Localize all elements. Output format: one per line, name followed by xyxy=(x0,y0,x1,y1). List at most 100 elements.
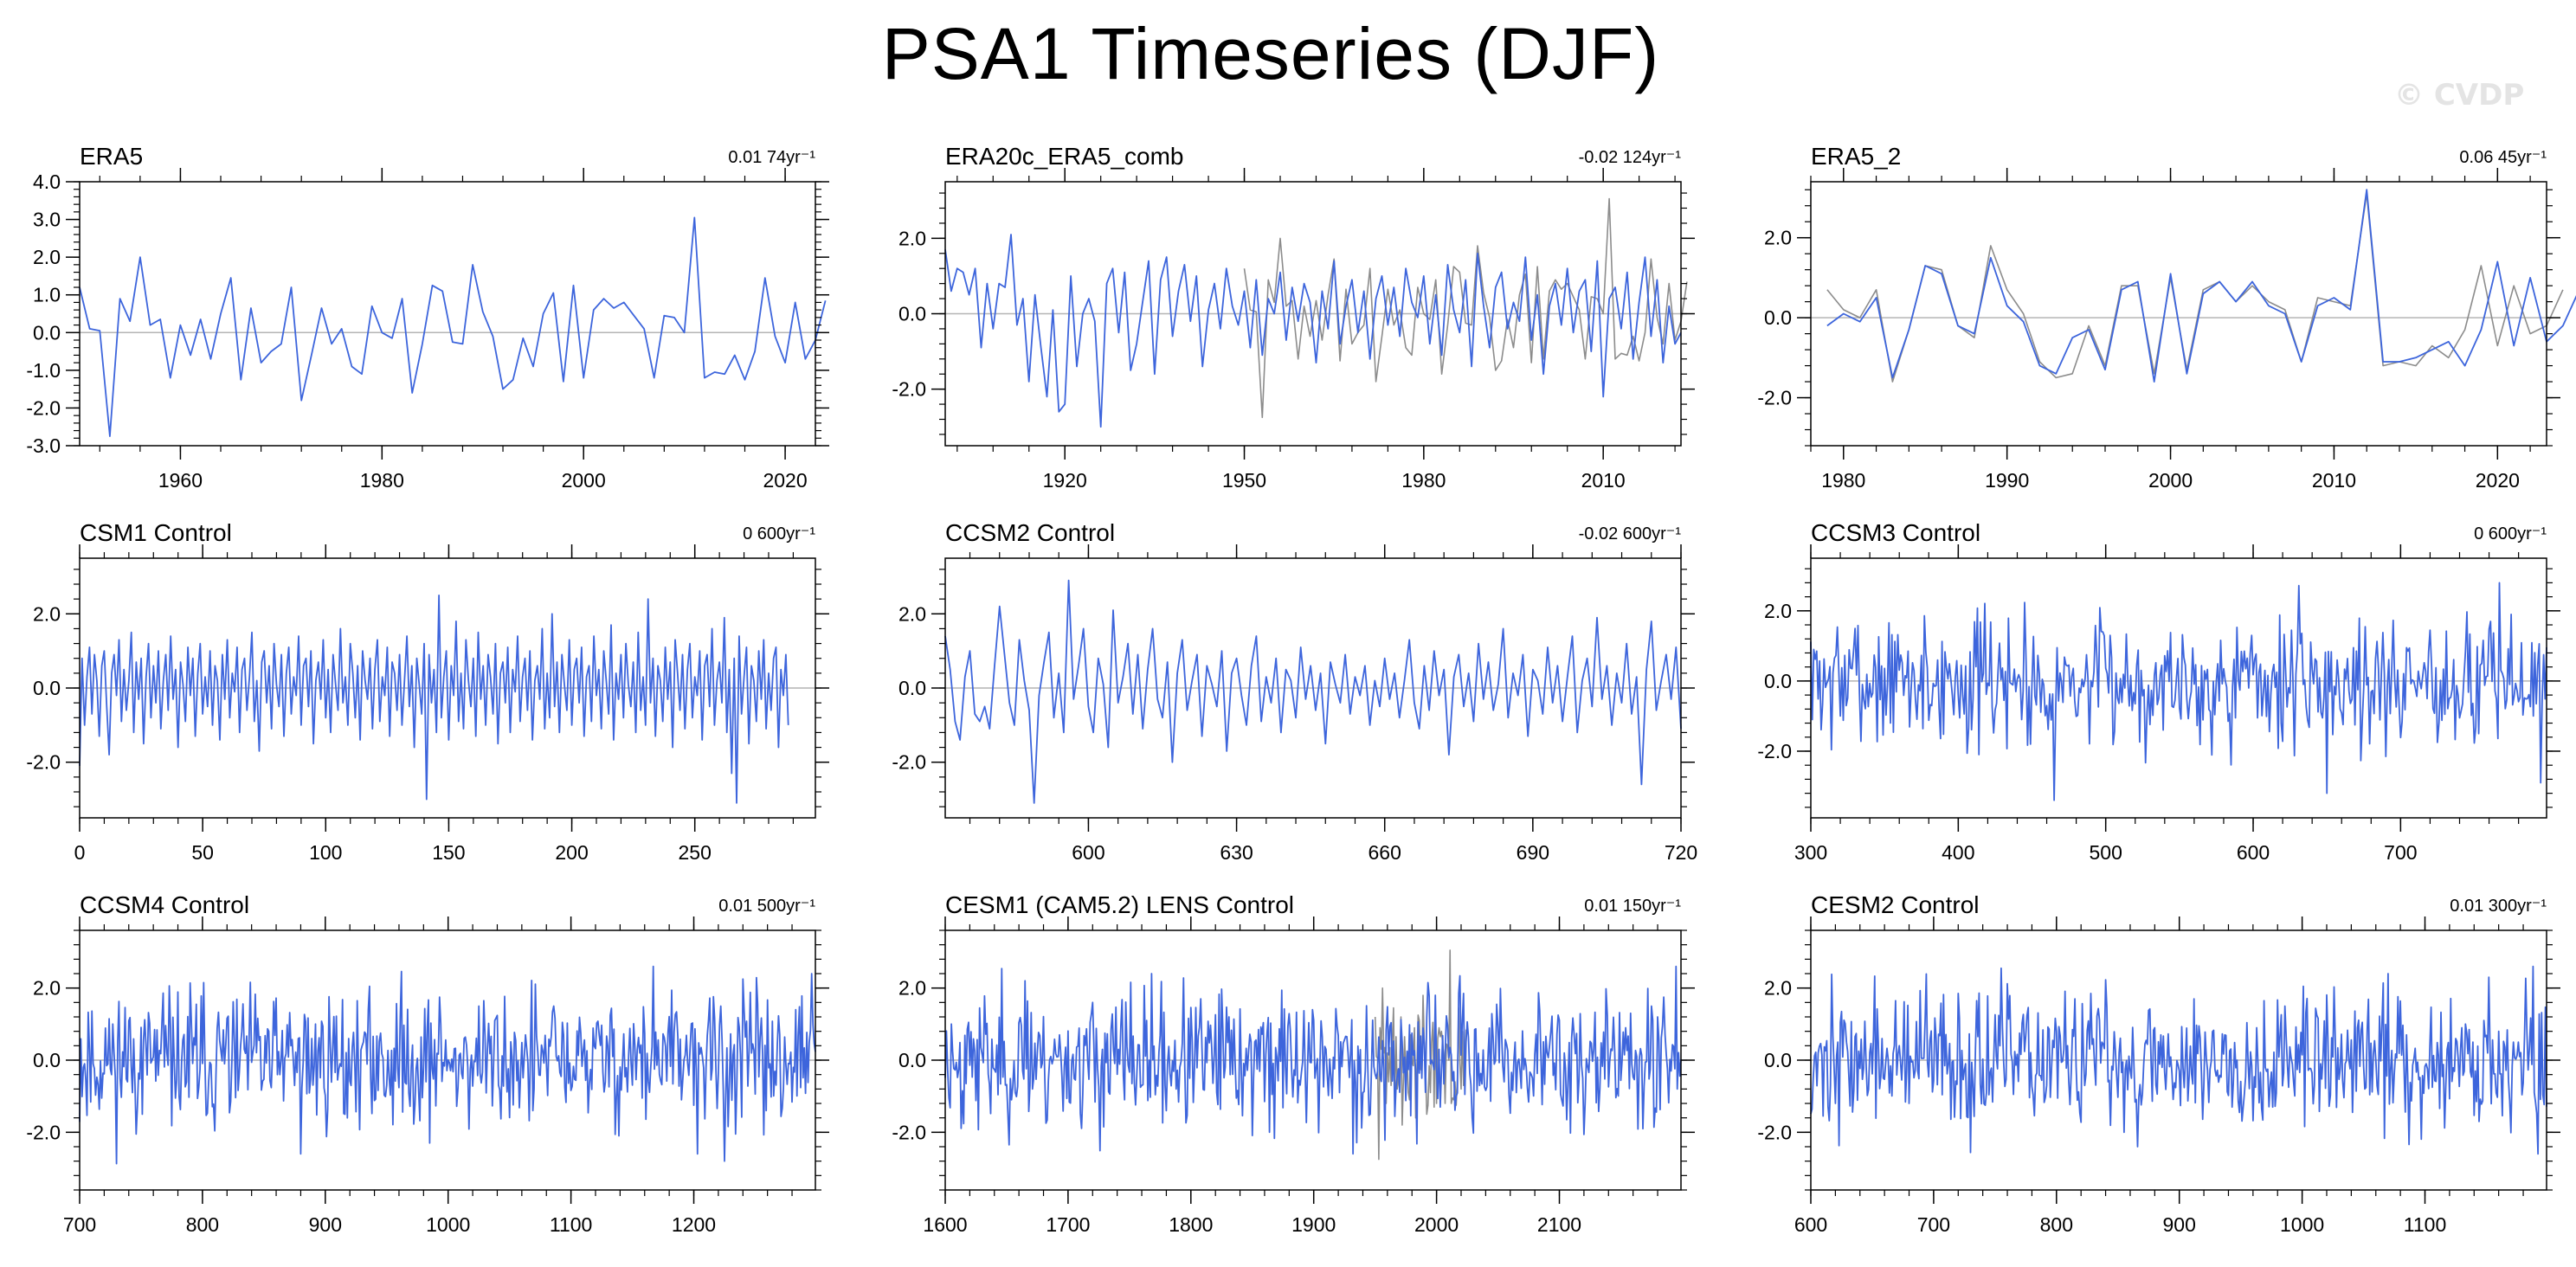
x-tick-label: 2010 xyxy=(1581,469,1626,492)
y-tick-label: 2.0 xyxy=(1764,600,1792,622)
chart-7: CESM1 (CAM5.2) LENS Control 0.01 150yr⁻¹ -… xyxy=(892,891,1695,1236)
chart-title: CESM1 (CAM5.2) LENS Control xyxy=(945,891,1294,918)
y-tick-label: 0.0 xyxy=(1764,670,1792,692)
x-tick-label: 600 xyxy=(2237,841,2270,864)
chart-trend: 0.06 45yr⁻¹ xyxy=(2459,148,2547,167)
x-tick-label: 100 xyxy=(309,841,342,864)
chart-6: CCSM4 Control 0.01 500yr⁻¹ -2.0 0.0 2.0 700 80… xyxy=(26,891,829,1236)
x-tick-label: 1800 xyxy=(1169,1213,1213,1236)
chart-4: CCSM2 Control -0.02 600yr⁻¹ -2.0 0.0 2.0 600 6… xyxy=(892,519,1697,864)
x-tick-label: 1600 xyxy=(923,1213,967,1236)
y-tick-label: 0.0 xyxy=(898,677,926,699)
x-tick-label: 600 xyxy=(1794,1213,1827,1236)
x-tick-label: 1000 xyxy=(426,1213,470,1236)
x-tick-label: 800 xyxy=(186,1213,219,1236)
y-tick-label: -3.0 xyxy=(26,434,61,457)
x-tick-label: 2100 xyxy=(1537,1213,1581,1236)
chart-title: ERA5_2 xyxy=(1811,143,1901,170)
x-tick-label: 1950 xyxy=(1222,469,1266,492)
y-tick-label: 3.0 xyxy=(33,209,61,231)
x-tick-label: 720 xyxy=(1665,841,1697,864)
y-tick-label: -2.0 xyxy=(26,751,61,774)
series-line-1 xyxy=(944,234,1682,428)
x-tick-label: 250 xyxy=(679,841,712,864)
chart-title: CESM2 Control xyxy=(1811,891,1980,918)
series-line-0 xyxy=(1810,582,2547,801)
x-tick-label: 2020 xyxy=(763,469,807,492)
x-tick-label: 800 xyxy=(2040,1213,2073,1236)
y-tick-label: -2.0 xyxy=(1757,740,1792,762)
chart-title: ERA5 xyxy=(80,143,143,170)
y-tick-label: 2.0 xyxy=(898,227,926,249)
chart-title: CCSM3 Control xyxy=(1811,519,1980,546)
y-tick-label: -2.0 xyxy=(26,1121,61,1143)
page-title: PSA1 Timeseries (DJF) xyxy=(881,13,1660,94)
series-line-0 xyxy=(79,595,789,804)
x-tick-label: 700 xyxy=(2384,841,2417,864)
chart-trend: 0.01 300yr⁻¹ xyxy=(2450,897,2547,916)
x-tick-label: 1980 xyxy=(1821,469,1865,492)
y-tick-label: 1.0 xyxy=(33,284,61,306)
x-tick-label: 1960 xyxy=(158,469,203,492)
x-tick-label: 1990 xyxy=(1985,469,2029,492)
chart-trend: 0.01 500yr⁻¹ xyxy=(718,897,815,916)
x-tick-label: 600 xyxy=(1072,841,1104,864)
plot-frame xyxy=(1810,557,2547,819)
y-tick-label: 0.0 xyxy=(898,1049,926,1071)
y-tick-label: 2.0 xyxy=(1764,977,1792,1000)
plot-frame xyxy=(1810,181,2547,447)
x-tick-label: 2000 xyxy=(1414,1213,1459,1236)
x-tick-label: 500 xyxy=(2089,841,2122,864)
y-tick-label: 0.0 xyxy=(1764,306,1792,329)
y-tick-label: 2.0 xyxy=(898,977,926,1000)
x-tick-label: 900 xyxy=(2163,1213,2196,1236)
y-tick-label: -2.0 xyxy=(892,751,926,774)
x-tick-label: 400 xyxy=(1942,841,1974,864)
y-tick-label: -2.0 xyxy=(1757,1121,1792,1143)
chart-0: ERA5 0.01 74yr⁻¹ -3.0 -2.0 -1.0 0.0 1.0 2.0 3.0 4… xyxy=(26,143,829,492)
chart-trend: -0.02 600yr⁻¹ xyxy=(1579,524,1682,543)
chart-trend: 0.01 150yr⁻¹ xyxy=(1584,897,1681,916)
chart-8: CESM2 Control 0.01 300yr⁻¹ -2.0 0.0 2.0 600 70… xyxy=(1757,891,2560,1236)
x-tick-label: 900 xyxy=(309,1213,342,1236)
x-tick-label: 1200 xyxy=(672,1213,716,1236)
y-tick-label: -1.0 xyxy=(26,359,61,382)
x-tick-label: 700 xyxy=(63,1213,96,1236)
y-tick-label: 0.0 xyxy=(33,677,61,699)
x-tick-label: 2000 xyxy=(562,469,606,492)
series-line-1 xyxy=(1826,189,2576,383)
x-tick-label: 1980 xyxy=(1401,469,1446,492)
series-line-0 xyxy=(1810,965,2547,1155)
y-tick-label: 2.0 xyxy=(1764,227,1792,249)
series-line-0 xyxy=(944,579,1682,804)
x-tick-label: 2010 xyxy=(2312,469,2356,492)
x-tick-label: 1100 xyxy=(550,1213,592,1236)
chart-trend: 0 600yr⁻¹ xyxy=(2474,524,2547,543)
series-line-0 xyxy=(1243,197,1688,419)
x-tick-label: 630 xyxy=(1220,841,1253,864)
chart-3: CSM1 Control 0 600yr⁻¹ -2.0 0.0 2.0 0 50 100 150… xyxy=(26,519,829,864)
chart-title: CCSM2 Control xyxy=(945,519,1115,546)
x-tick-label: 1920 xyxy=(1043,469,1087,492)
y-tick-label: 4.0 xyxy=(33,170,61,193)
series-line-0 xyxy=(79,965,816,1165)
x-tick-label: 1700 xyxy=(1046,1213,1090,1236)
x-tick-label: 1100 xyxy=(2404,1213,2446,1236)
y-tick-label: 2.0 xyxy=(33,602,61,625)
chart-trend: 0.01 74yr⁻¹ xyxy=(728,148,815,167)
x-tick-label: 300 xyxy=(1794,841,1827,864)
x-tick-label: 1980 xyxy=(360,469,404,492)
x-tick-label: 690 xyxy=(1517,841,1549,864)
x-tick-label: 660 xyxy=(1368,841,1401,864)
x-tick-label: 1000 xyxy=(2280,1213,2324,1236)
chart-2: ERA5_2 0.06 45yr⁻¹ -2.0 0.0 2.0 1980 1990 2000 2… xyxy=(1757,143,2576,492)
y-tick-label: 2.0 xyxy=(33,977,61,1000)
chart-1: ERA20c_ERA5_comb -0.02 124yr⁻¹ -2.0 0.0 2.0 1… xyxy=(892,143,1695,492)
x-tick-label: 200 xyxy=(555,841,588,864)
y-tick-label: -2.0 xyxy=(26,396,61,419)
x-tick-label: 150 xyxy=(432,841,465,864)
x-tick-label: 0 xyxy=(74,841,86,864)
chart-title: CSM1 Control xyxy=(80,519,232,546)
y-tick-label: 2.0 xyxy=(898,602,926,625)
